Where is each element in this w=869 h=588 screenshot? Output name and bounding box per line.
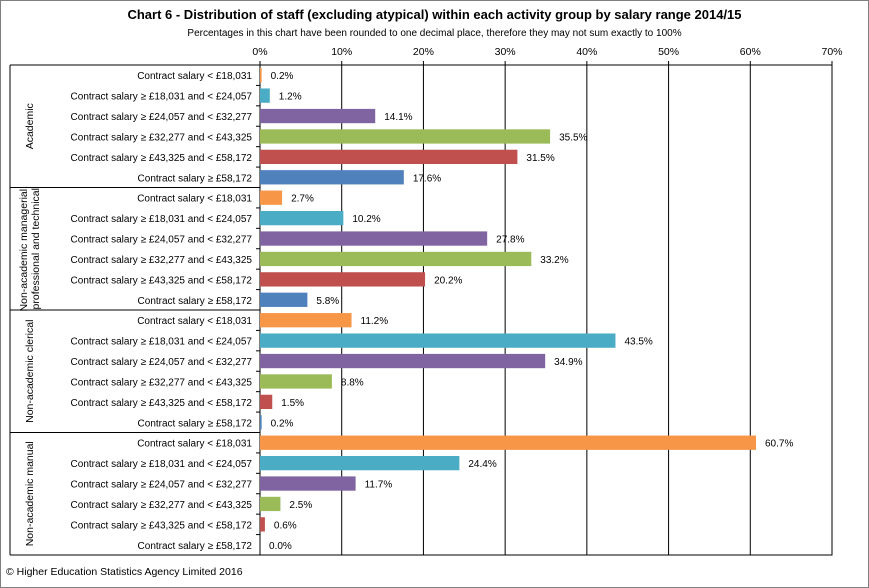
category-label: Contract salary ≥ £18,031 and < £24,057: [71, 459, 253, 470]
bar: [260, 231, 488, 246]
data-label: 0.0%: [269, 541, 292, 552]
data-label: 43.5%: [624, 337, 652, 348]
category-label: Contract salary ≥ £32,277 and < £43,325: [71, 132, 253, 143]
bar: [260, 190, 283, 205]
category-label: Contract salary ≥ £18,031 and < £24,057: [71, 337, 253, 348]
bar: [260, 68, 262, 83]
x-tick-label: 70%: [821, 46, 842, 58]
data-label: 11.7%: [365, 480, 393, 491]
data-label: 10.2%: [352, 214, 380, 225]
data-label: 31.5%: [526, 153, 554, 164]
category-label: Contract salary ≥ £58,172: [138, 296, 253, 307]
data-label: 27.8%: [496, 235, 524, 246]
data-label: 35.5%: [559, 132, 587, 143]
chart-title: Chart 6 - Distribution of staff (excludi…: [127, 7, 742, 22]
data-label: 11.2%: [361, 316, 389, 327]
bar: [260, 88, 270, 103]
data-label: 8.8%: [341, 377, 364, 388]
data-label: 0.2%: [271, 71, 294, 82]
category-label: Contract salary < £18,031: [137, 316, 252, 327]
bar: [260, 313, 352, 328]
category-label: Contract salary ≥ £32,277 and < £43,325: [71, 377, 253, 388]
category-label: Contract salary ≥ £24,057 and < £32,277: [71, 357, 253, 368]
category-label: Contract salary ≥ £58,172: [138, 541, 253, 552]
data-label: 1.2%: [279, 92, 302, 103]
bar: [260, 108, 376, 124]
data-label: 20.2%: [434, 275, 462, 286]
data-label: 5.8%: [316, 296, 339, 307]
category-label: Contract salary < £18,031: [137, 194, 252, 205]
bar: [260, 455, 460, 471]
category-label: Contract salary ≥ £58,172: [138, 418, 253, 429]
data-label: 0.2%: [271, 418, 294, 429]
data-label: 17.6%: [413, 173, 441, 184]
bar: [260, 210, 344, 226]
category-label: Contract salary ≥ £58,172: [138, 173, 253, 184]
bar: [260, 476, 356, 491]
data-label: 2.7%: [291, 194, 314, 205]
data-label: 0.6%: [274, 520, 297, 531]
bar: [260, 170, 404, 185]
bar: [260, 149, 518, 165]
bar: [260, 292, 308, 307]
category-label: Contract salary ≥ £43,325 and < £58,172: [71, 398, 253, 409]
category-label: Contract salary < £18,031: [137, 71, 252, 82]
data-label: 33.2%: [540, 255, 568, 266]
data-label: 2.5%: [289, 500, 312, 511]
category-label: Contract salary ≥ £43,325 and < £58,172: [71, 275, 253, 286]
bar: [260, 374, 332, 389]
category-label: Contract salary ≥ £43,325 and < £58,172: [71, 520, 253, 531]
bar: [260, 251, 532, 267]
x-tick-label: 50%: [658, 46, 679, 58]
x-tick-label: 0%: [252, 46, 267, 58]
bar: [260, 496, 281, 512]
group-label: Non-academic managerial,professional and…: [18, 186, 42, 311]
category-label: Contract salary ≥ £18,031 and < £24,057: [71, 92, 253, 103]
group-label: Non-academic manual: [24, 441, 36, 546]
chart-subtitle: Percentages in this chart have been roun…: [187, 28, 682, 39]
bar: [260, 435, 757, 450]
group-label: Academic: [24, 103, 36, 149]
x-tick-label: 60%: [740, 46, 761, 58]
copyright-notice: © Higher Education Statistics Agency Lim…: [6, 566, 243, 578]
data-label: 34.9%: [554, 357, 582, 368]
bar: [260, 272, 426, 287]
bar: [260, 353, 546, 369]
x-tick-label: 30%: [495, 46, 516, 58]
category-label: Contract salary ≥ £24,057 and < £32,277: [71, 480, 253, 491]
x-tick-label: 10%: [331, 46, 352, 58]
bar: [260, 333, 616, 348]
category-label: Contract salary ≥ £32,277 and < £43,325: [71, 500, 253, 511]
bar: [260, 517, 265, 532]
bar: [260, 129, 551, 144]
bar: [260, 394, 273, 410]
x-tick-label: 20%: [413, 46, 434, 58]
category-label: Contract salary < £18,031: [137, 439, 252, 450]
category-label: Contract salary ≥ £32,277 and < £43,325: [71, 255, 253, 266]
category-label: Contract salary ≥ £43,325 and < £58,172: [71, 153, 253, 164]
category-label: Contract salary ≥ £24,057 and < £32,277: [71, 112, 253, 123]
category-label: Contract salary ≥ £24,057 and < £32,277: [71, 235, 253, 246]
bar: [260, 415, 262, 430]
data-label: 60.7%: [765, 439, 793, 450]
group-label: Non-academic clerical: [24, 320, 36, 423]
data-label: 24.4%: [468, 459, 496, 470]
category-label: Contract salary ≥ £18,031 and < £24,057: [71, 214, 253, 225]
data-label: 1.5%: [281, 398, 304, 409]
data-label: 14.1%: [384, 112, 412, 123]
x-tick-label: 40%: [576, 46, 597, 58]
